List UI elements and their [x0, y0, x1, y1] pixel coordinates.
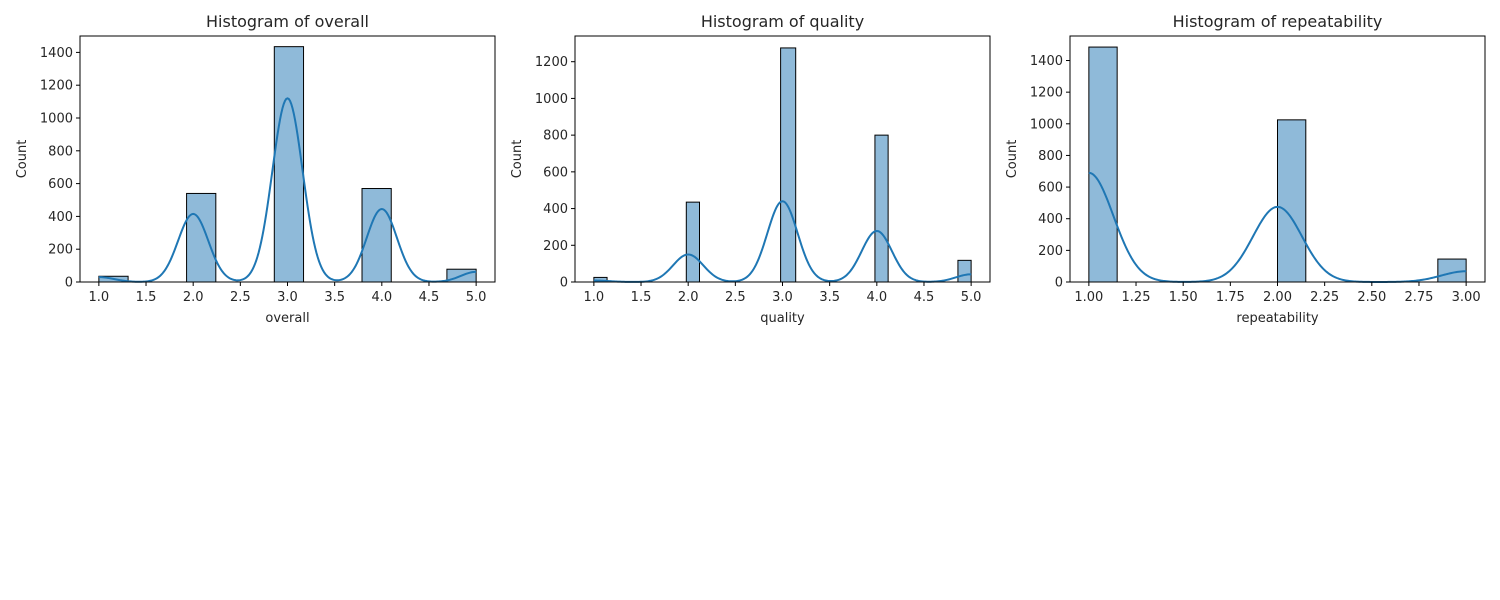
x-tick-label: 3.0: [277, 290, 298, 305]
x-tick-label: 2.25: [1310, 290, 1339, 305]
x-tick-label: 1.0: [89, 290, 110, 305]
histogram-panel-overall: Histogram of overall overall Count 1.0 1.…: [15, 12, 496, 326]
histogram-bar: [874, 134, 889, 283]
x-tick-label: 2.00: [1263, 290, 1292, 305]
y-axis-label: Count: [510, 140, 525, 179]
x-tick-label: 3.00: [1452, 290, 1481, 305]
x-tick-label: 2.0: [183, 290, 204, 305]
histogram-bar: [1088, 46, 1118, 283]
y-axis-label: Count: [1005, 140, 1020, 179]
x-tick-label: 2.5: [230, 290, 251, 305]
y-tick-label: 200: [543, 239, 568, 254]
y-tick-label: 800: [543, 129, 568, 144]
x-axis-label: repeatability: [1236, 311, 1319, 326]
y-tick-label: 1000: [40, 112, 73, 127]
histogram-bar: [361, 188, 392, 283]
x-axis-label: overall: [265, 311, 309, 326]
x-tick-label: 3.0: [772, 290, 793, 305]
y-tick-label: 800: [1038, 149, 1063, 164]
y-tick-label: 400: [543, 202, 568, 217]
x-axis-label: quality: [760, 311, 805, 326]
x-tick-label: 1.75: [1216, 290, 1245, 305]
x-tick-label: 3.5: [819, 290, 840, 305]
chart-title: Histogram of overall: [206, 12, 369, 31]
y-tick-label: 1200: [40, 79, 73, 94]
x-tick-label: 4.0: [371, 290, 392, 305]
x-tick-label: 5.0: [466, 290, 487, 305]
x-tick-label: 2.0: [678, 290, 699, 305]
x-tick-label: 1.0: [584, 290, 605, 305]
y-tick-label: 800: [48, 144, 73, 159]
x-tick-label: 2.5: [725, 290, 746, 305]
x-tick-label: 1.5: [136, 290, 157, 305]
y-tick-label: 200: [48, 243, 73, 258]
y-tick-label: 0: [560, 276, 568, 291]
y-tick-label: 600: [1038, 181, 1063, 196]
y-tick-label: 400: [48, 210, 73, 225]
x-tick-label: 1.50: [1169, 290, 1198, 305]
x-tick-label: 4.5: [914, 290, 935, 305]
x-tick-label: 2.50: [1357, 290, 1386, 305]
x-tick-label: 1.25: [1122, 290, 1151, 305]
histogram-bar: [186, 192, 217, 283]
x-tick-label: 4.5: [419, 290, 440, 305]
y-tick-label: 1200: [535, 55, 568, 70]
histogram-bar: [685, 201, 700, 283]
kde-curve: [593, 200, 972, 283]
y-tick-label: 1000: [1030, 117, 1063, 132]
histogram-bar: [957, 259, 972, 283]
chart-title: Histogram of quality: [701, 12, 864, 31]
x-tick-label: 1.00: [1074, 290, 1103, 305]
y-tick-label: 0: [65, 276, 73, 291]
histogram-bar: [273, 46, 305, 283]
y-tick-label: 1400: [40, 46, 73, 61]
x-tick-label: 1.5: [631, 290, 652, 305]
kde-curve: [98, 97, 477, 283]
y-tick-label: 1400: [1030, 54, 1063, 69]
x-tick-label: 4.0: [866, 290, 887, 305]
x-tick-label: 3.5: [324, 290, 345, 305]
x-tick-label: 5.0: [961, 290, 982, 305]
y-tick-label: 400: [1038, 212, 1063, 227]
histogram-panel-quality: Histogram of quality quality Count 1.0 1.…: [510, 12, 991, 326]
y-tick-label: 600: [48, 177, 73, 192]
histogram-bar: [780, 47, 797, 283]
y-tick-label: 1200: [1030, 86, 1063, 101]
y-tick-label: 200: [1038, 244, 1063, 259]
y-tick-label: 0: [1055, 276, 1063, 291]
y-axis-label: Count: [15, 140, 30, 179]
y-tick-label: 600: [543, 165, 568, 180]
y-tick-label: 1000: [535, 92, 568, 107]
x-tick-label: 2.75: [1405, 290, 1434, 305]
histogram-panel-repeatability: Histogram of repeatability repeatability…: [1005, 12, 1486, 326]
chart-title: Histogram of repeatability: [1173, 12, 1383, 31]
histogram-bar: [1277, 119, 1307, 283]
